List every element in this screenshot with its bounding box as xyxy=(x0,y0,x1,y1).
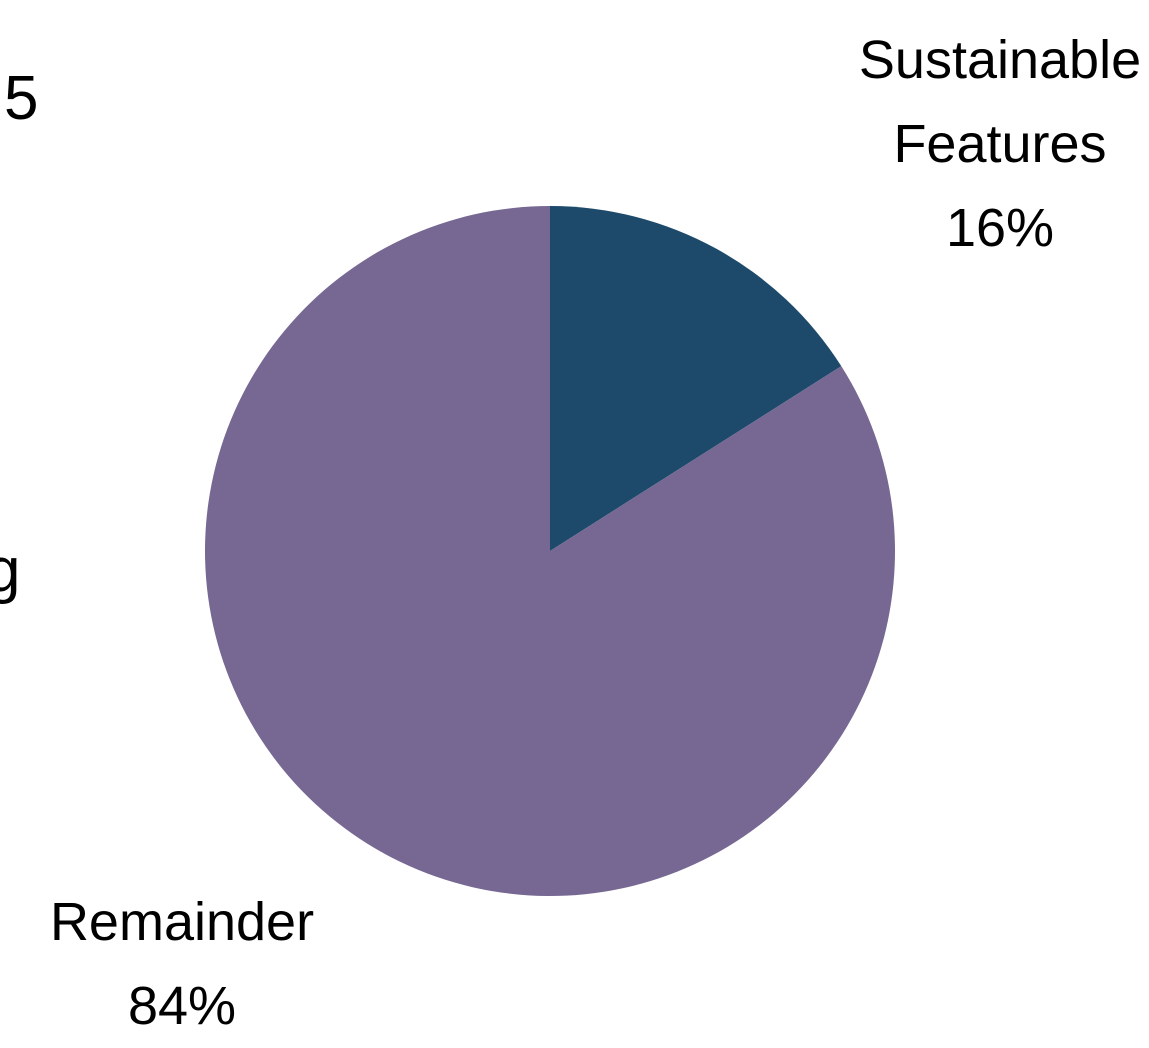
slice-label-line-1: Sustainable xyxy=(858,30,1142,90)
pie-slices xyxy=(205,206,895,896)
slice-label-remainder: Remainder 84% xyxy=(30,880,334,1048)
pie-chart xyxy=(205,206,895,896)
cropped-text-fragment-top: 5 xyxy=(4,64,39,133)
cropped-text-fragment-mid: g xyxy=(0,536,21,605)
slice-percent: 16% xyxy=(945,198,1055,258)
pie-slice-remainder xyxy=(205,206,895,896)
slice-label-line-1: Remainder xyxy=(49,892,315,952)
slice-percent: 84% xyxy=(127,976,237,1036)
slice-label-line-2: Features xyxy=(893,114,1107,174)
pie-slice-sustainable-features xyxy=(550,206,842,551)
slice-label-sustainable-features: Sustainable Features 16% xyxy=(846,18,1149,270)
